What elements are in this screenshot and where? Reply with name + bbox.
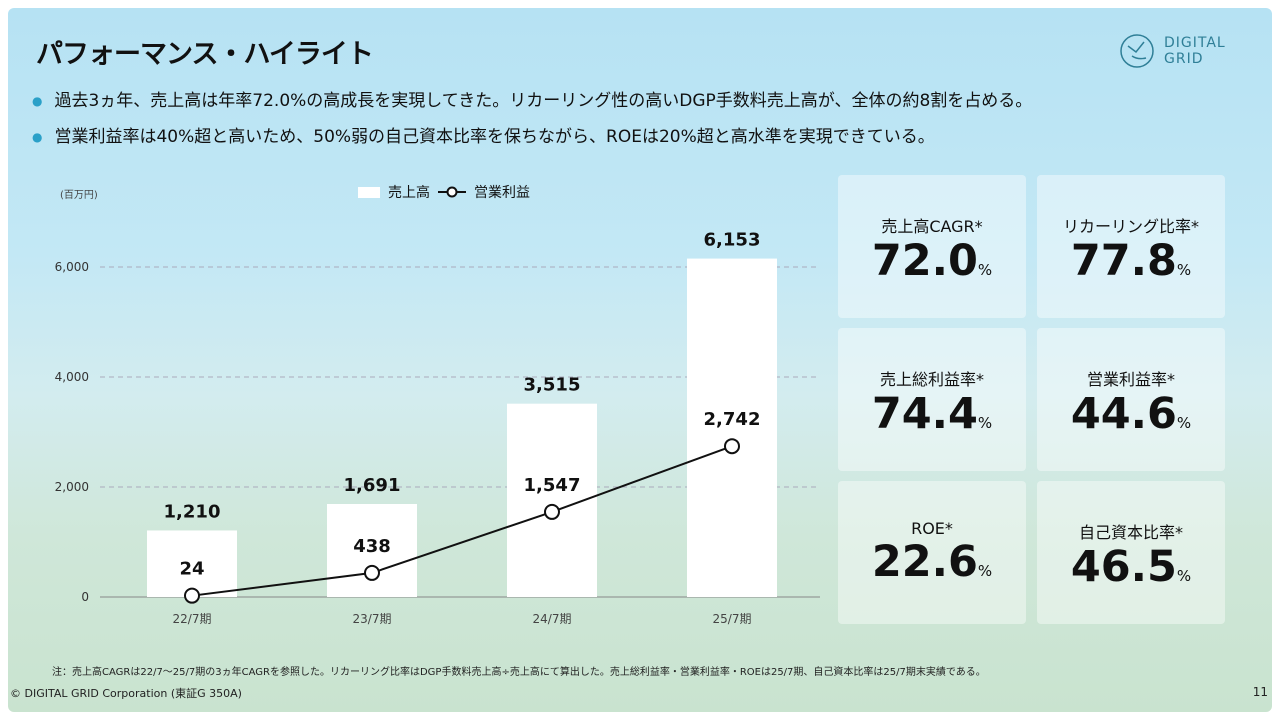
- summary-bullets: ● 過去3ヵ年、売上高は年率72.0%の高成長を実現してきた。リカーリング性の高い…: [32, 86, 1032, 158]
- operating-profit-point: [724, 438, 740, 455]
- footnote: 注：売上高CAGRは22/7～25/7期の3ヵ年CAGRを参照した。リカーリング…: [52, 667, 986, 678]
- operating-profit-point: [184, 587, 200, 604]
- kpi-label: 営業利益率*: [1086, 370, 1175, 389]
- operating-profit-label: 438: [353, 536, 391, 557]
- bird-logo-icon: [1120, 34, 1154, 68]
- kpi-card: 自己資本比率* 46.5%: [1037, 481, 1225, 624]
- kpi-unit: %: [1176, 414, 1192, 432]
- copyright: © DIGITAL GRID Corporation (東証G 350A): [10, 687, 242, 700]
- kpi-unit: %: [977, 414, 993, 432]
- x-tick-label: 24/7期: [533, 612, 572, 626]
- bullet-item: ● 営業利益率は40%超と高いため、50%弱の自己資本比率を保ちながら、ROEは2…: [32, 127, 935, 147]
- kpi-label: ROE*: [911, 519, 953, 538]
- operating-profit-label: 2,742: [704, 409, 761, 430]
- kpi-value: 22.6%: [871, 537, 993, 587]
- kpi-card: 売上総利益率* 74.4%: [838, 328, 1026, 471]
- unit-label: (百万円): [60, 190, 98, 201]
- performance-chart: 0 2,000 4,000 6,000 1,210 22/7期 1,691 23/7期 3,51…: [55, 230, 820, 626]
- logo-line1: DIGITAL: [1164, 35, 1226, 51]
- sales-bar: [327, 503, 417, 597]
- sales-bar: [687, 258, 777, 597]
- kpi-unit: %: [1176, 261, 1192, 279]
- x-tick-label: 22/7期: [173, 612, 212, 626]
- slide: パフォーマンス・ハイライト DIGITAL GRID ● 過去3ヵ年、売上高は年率7…: [8, 8, 1272, 712]
- sales-bar: [147, 530, 237, 597]
- kpi-card: リカーリング比率* 77.8%: [1037, 175, 1225, 318]
- y-tick-label: 2,000: [55, 480, 89, 494]
- bullet-icon: ●: [32, 130, 43, 144]
- bullet-icon: ●: [32, 94, 43, 108]
- operating-profit-label: 1,547: [524, 475, 581, 496]
- kpi-unit: %: [977, 562, 993, 580]
- operating-profit-point: [544, 503, 560, 520]
- sales-value-label: 6,153: [704, 230, 761, 251]
- kpi-label: 売上総利益率*: [879, 370, 984, 389]
- kpi-label: リカーリング比率*: [1062, 217, 1199, 236]
- kpi-value: 77.8%: [1070, 236, 1192, 286]
- kpi-card: 営業利益率* 44.6%: [1037, 328, 1225, 471]
- page-title: パフォーマンス・ハイライト: [36, 39, 374, 70]
- kpi-value: 46.5%: [1070, 542, 1192, 592]
- kpi-value: 44.6%: [1070, 389, 1192, 439]
- y-tick-label: 6,000: [55, 260, 89, 274]
- kpi-value: 74.4%: [871, 389, 993, 439]
- kpi-unit: %: [977, 261, 993, 279]
- operating-profit-point: [364, 564, 380, 581]
- legend-bar-swatch: [358, 186, 380, 198]
- company-logo: DIGITAL GRID: [1118, 32, 1226, 70]
- kpi-label: 自己資本比率*: [1078, 523, 1183, 542]
- logo-line2: GRID: [1164, 51, 1204, 67]
- operating-profit-line: [191, 445, 733, 597]
- y-tick-label: 4,000: [55, 370, 89, 384]
- page-number: 11: [1252, 685, 1268, 699]
- kpi-label: 売上高CAGR*: [881, 217, 983, 236]
- x-tick-label: 23/7期: [353, 612, 392, 626]
- y-tick-label: 0: [81, 590, 89, 604]
- sales-value-label: 1,691: [344, 475, 401, 496]
- x-tick-label: 25/7期: [713, 612, 752, 626]
- sales-value-label: 1,210: [164, 501, 221, 522]
- legend-sales: 売上高: [388, 185, 430, 201]
- sales-value-label: 3,515: [524, 375, 581, 396]
- kpi-unit: %: [1176, 567, 1192, 585]
- legend-line-marker-icon: [438, 186, 466, 198]
- kpi-value: 72.0%: [871, 236, 993, 286]
- kpi-card: 売上高CAGR* 72.0%: [838, 175, 1026, 318]
- chart-legend: 売上高 営業利益: [358, 182, 530, 202]
- legend-operating-profit: 営業利益: [474, 185, 530, 201]
- kpi-card: ROE* 22.6%: [838, 481, 1026, 624]
- bullet-item: ● 過去3ヵ年、売上高は年率72.0%の高成長を実現してきた。リカーリング性の高い…: [32, 91, 1033, 111]
- operating-profit-label: 24: [179, 559, 204, 580]
